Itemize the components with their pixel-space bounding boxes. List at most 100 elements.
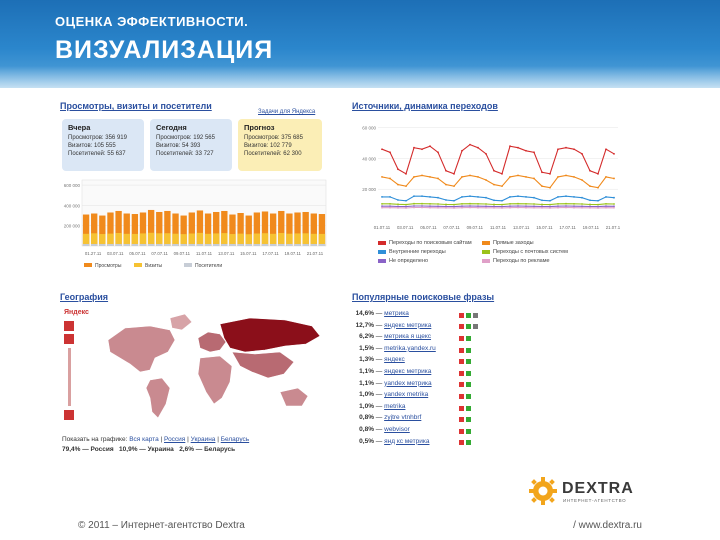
zoom-out-icon[interactable] xyxy=(64,410,74,420)
bar-views[interactable] xyxy=(237,213,244,246)
line-point[interactable] xyxy=(589,199,591,202)
google-icon[interactable] xyxy=(466,428,471,434)
line-point[interactable] xyxy=(381,196,383,198)
bar-visits[interactable] xyxy=(188,233,195,246)
bar-views[interactable] xyxy=(156,211,163,246)
phrase-text[interactable]: metrika xyxy=(384,402,406,410)
line-point[interactable] xyxy=(397,168,399,171)
line-point[interactable] xyxy=(605,196,607,198)
line-point[interactable] xyxy=(557,148,559,151)
line-point[interactable] xyxy=(605,148,607,151)
line-point[interactable] xyxy=(517,146,519,149)
bar-visits[interactable] xyxy=(237,233,244,246)
line-point[interactable] xyxy=(557,205,559,208)
yandex-icon[interactable] xyxy=(459,370,464,376)
bar-views[interactable] xyxy=(294,212,301,246)
line-point[interactable] xyxy=(405,199,407,202)
line-point[interactable] xyxy=(413,195,415,198)
bar-visits[interactable] xyxy=(107,233,114,246)
line-point[interactable] xyxy=(437,177,439,180)
line-point[interactable] xyxy=(453,205,455,208)
line-point[interactable] xyxy=(421,174,423,177)
phrase-text[interactable]: янд кс метрика xyxy=(384,437,430,445)
bar-views[interactable] xyxy=(107,212,114,246)
map-link-belarus[interactable]: Беларусь xyxy=(220,436,250,443)
bar-visits[interactable] xyxy=(245,234,252,246)
search-engine-icon[interactable] xyxy=(473,312,478,318)
yandex-icon[interactable] xyxy=(459,382,464,388)
line-point[interactable] xyxy=(389,202,391,205)
line-point[interactable] xyxy=(437,206,439,209)
line-point[interactable] xyxy=(405,205,407,208)
bar-visits[interactable] xyxy=(115,233,122,246)
line-point[interactable] xyxy=(477,146,479,149)
line-point[interactable] xyxy=(573,202,575,205)
line-point[interactable] xyxy=(485,203,487,205)
bar-views[interactable] xyxy=(99,215,106,246)
bar-visits[interactable] xyxy=(204,233,212,246)
line-point[interactable] xyxy=(565,195,567,198)
line-point[interactable] xyxy=(509,205,511,208)
bar-visits[interactable] xyxy=(156,233,163,246)
line-point[interactable] xyxy=(469,202,471,205)
line-point[interactable] xyxy=(525,202,527,205)
line-series-4[interactable] xyxy=(382,205,615,208)
bar-views[interactable] xyxy=(131,214,139,246)
line-point[interactable] xyxy=(461,196,463,198)
bar-visitors[interactable] xyxy=(261,243,269,246)
line-point[interactable] xyxy=(453,172,455,175)
line-point[interactable] xyxy=(453,185,455,188)
line-point[interactable] xyxy=(429,205,431,208)
line-point[interactable] xyxy=(421,148,423,151)
line-point[interactable] xyxy=(597,205,599,208)
bar-visitors[interactable] xyxy=(213,243,220,246)
line-point[interactable] xyxy=(613,206,615,209)
line-point[interactable] xyxy=(549,199,551,202)
line-point[interactable] xyxy=(525,206,527,209)
phrase-text[interactable]: яндекс xyxy=(384,356,405,364)
phrase-row[interactable]: 1,3% — яндекс xyxy=(352,356,502,367)
line-point[interactable] xyxy=(541,199,543,202)
phrase-text[interactable]: yandex metrika xyxy=(384,391,429,399)
zoom-in-icon[interactable] xyxy=(64,321,74,331)
line-point[interactable] xyxy=(557,176,559,178)
bar-views[interactable] xyxy=(229,214,236,246)
phrase-row[interactable]: 0,8% — webvisor xyxy=(352,426,502,437)
line-point[interactable] xyxy=(541,206,543,209)
bar-views[interactable] xyxy=(180,215,187,246)
line-point[interactable] xyxy=(421,205,423,207)
line-point[interactable] xyxy=(557,202,559,205)
line-point[interactable] xyxy=(397,206,399,209)
phrase-text[interactable]: webvisor xyxy=(384,426,410,433)
bar-visits[interactable] xyxy=(196,232,204,246)
bar-visitors[interactable] xyxy=(115,243,122,246)
yandex-icon[interactable] xyxy=(459,312,464,318)
bar-visits[interactable] xyxy=(164,233,171,246)
line-point[interactable] xyxy=(517,206,519,209)
line-point[interactable] xyxy=(605,176,607,178)
yandex-icon[interactable] xyxy=(459,405,464,411)
line-point[interactable] xyxy=(549,203,551,206)
line-point[interactable] xyxy=(389,205,391,208)
line-point[interactable] xyxy=(581,205,583,208)
google-icon[interactable] xyxy=(466,382,471,388)
line-point[interactable] xyxy=(573,148,575,151)
line-point[interactable] xyxy=(541,205,543,208)
line-point[interactable] xyxy=(469,205,471,207)
line-point[interactable] xyxy=(429,176,431,178)
line-point[interactable] xyxy=(517,174,519,177)
bar-visitors[interactable] xyxy=(131,243,139,246)
line-point[interactable] xyxy=(445,169,447,172)
google-icon[interactable] xyxy=(466,312,471,318)
line-point[interactable] xyxy=(509,202,511,205)
bar-visits[interactable] xyxy=(221,233,228,246)
google-icon[interactable] xyxy=(466,393,471,399)
line-point[interactable] xyxy=(565,205,567,207)
line-point[interactable] xyxy=(389,196,391,198)
google-icon[interactable] xyxy=(466,440,471,446)
bar-views[interactable] xyxy=(221,210,228,246)
line-point[interactable] xyxy=(501,185,503,188)
line-point[interactable] xyxy=(493,206,495,209)
line-point[interactable] xyxy=(405,207,407,209)
bar-views[interactable] xyxy=(164,210,171,246)
